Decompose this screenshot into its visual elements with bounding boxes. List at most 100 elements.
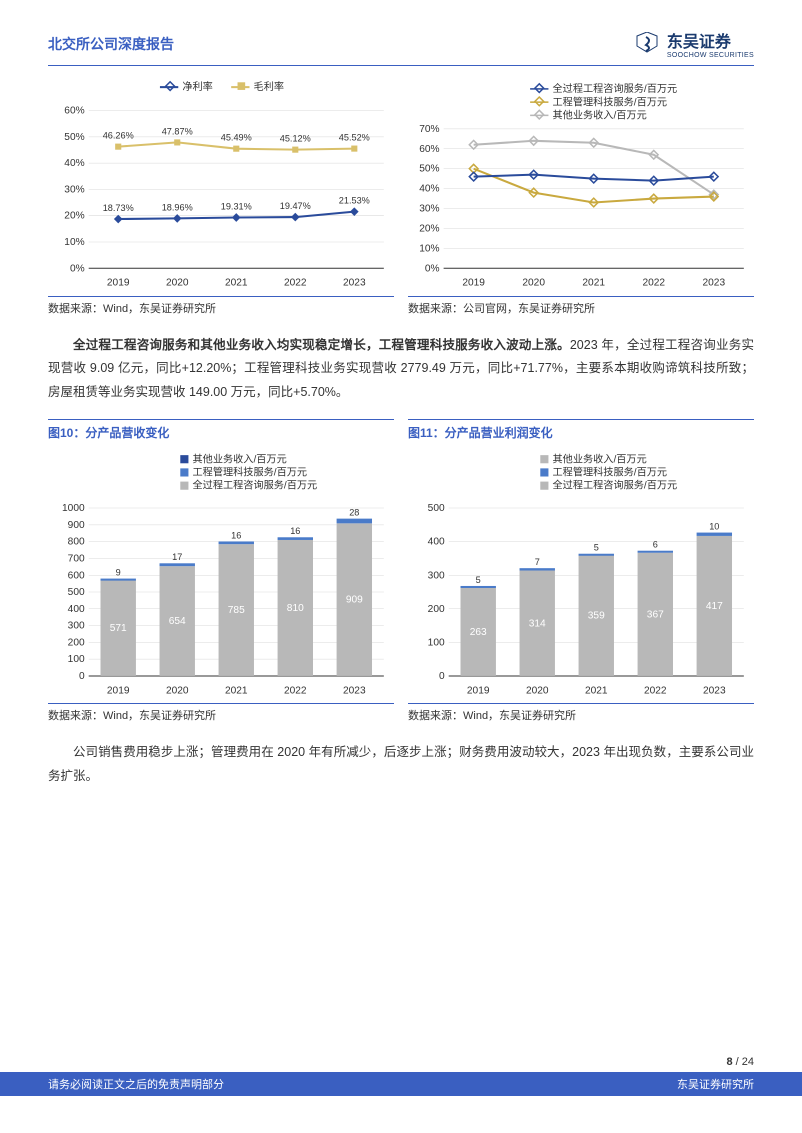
logo-text-cn: 东吴证券 [667,28,754,52]
svg-text:400: 400 [68,604,85,615]
chart-segment-margins: 全过程工程咨询服务/百万元工程管理科技服务/百万元其他业务收入/百万元 0% 10%… [408,80,754,294]
svg-text:2019: 2019 [462,278,485,289]
svg-text:17: 17 [172,552,182,562]
svg-text:2023: 2023 [703,685,726,696]
svg-text:全过程工程咨询服务/百万元: 全过程工程咨询服务/百万元 [553,479,678,492]
svg-text:2021: 2021 [225,278,248,289]
svg-text:263: 263 [470,627,487,638]
svg-text:2019: 2019 [107,685,130,696]
svg-text:工程管理科技服务/百万元: 工程管理科技服务/百万元 [193,465,308,478]
svg-text:417: 417 [706,601,723,612]
chart-profit-by-product: 其他业务收入/百万元工程管理科技服务/百万元全过程工程咨询服务/百万元01002… [408,447,754,701]
svg-text:909: 909 [346,595,363,606]
svg-text:70%: 70% [419,124,439,135]
svg-text:其他业务收入/百万元: 其他业务收入/百万元 [553,109,647,122]
svg-text:2021: 2021 [225,685,248,696]
svg-text:1000: 1000 [62,503,85,514]
svg-text:7: 7 [535,557,540,567]
svg-text:45.12%: 45.12% [280,134,311,144]
svg-text:800: 800 [68,537,85,548]
svg-text:0: 0 [439,671,445,682]
svg-text:净利率: 净利率 [182,80,212,93]
svg-text:60%: 60% [64,106,84,117]
svg-text:10: 10 [709,521,719,531]
svg-text:30%: 30% [64,184,84,195]
svg-text:2021: 2021 [585,685,608,696]
svg-text:18.73%: 18.73% [103,203,134,213]
svg-text:359: 359 [588,611,605,622]
svg-text:200: 200 [428,604,445,615]
svg-text:2022: 2022 [284,278,307,289]
chart2-source: 数据来源：公司官网，东吴证券研究所 [408,296,754,316]
svg-text:500: 500 [428,503,445,514]
svg-text:300: 300 [428,570,445,581]
svg-text:21.53%: 21.53% [339,196,370,206]
svg-text:2022: 2022 [644,685,667,696]
svg-text:314: 314 [529,618,546,629]
header-title: 北交所公司深度报告 [48,34,174,54]
svg-text:810: 810 [287,603,304,614]
page-footer: 8 / 24 请务必阅读正文之后的免责声明部分 东吴证券研究所 [0,1056,802,1096]
logo-text-en: SOOCHOW SECURITIES [667,52,754,59]
page-header: 北交所公司深度报告 东吴证券 SOOCHOW SECURITIES [48,28,754,66]
svg-text:2023: 2023 [703,278,726,289]
svg-text:19.31%: 19.31% [221,201,252,211]
svg-text:400: 400 [428,537,445,548]
svg-text:785: 785 [228,605,245,616]
svg-text:其他业务收入/百万元: 其他业务收入/百万元 [193,452,287,465]
svg-text:2023: 2023 [343,685,366,696]
company-logo: 东吴证券 SOOCHOW SECURITIES [633,28,754,59]
svg-text:50%: 50% [64,132,84,143]
svg-text:0%: 0% [425,263,440,274]
svg-text:47.87%: 47.87% [162,126,193,136]
svg-text:5: 5 [476,575,481,585]
chart3-source: 数据来源：Wind，东吴证券研究所 [48,703,394,723]
paragraph-2: 公司销售费用稳步上涨；管理费用在 2020 年有所减少，后逐步上涨；财务费用波动… [48,741,754,789]
svg-text:10%: 10% [64,237,84,248]
disclaimer-text: 请务必阅读正文之后的免责声明部分 [48,1076,224,1092]
svg-text:45.49%: 45.49% [221,133,252,143]
svg-text:30%: 30% [419,204,439,215]
svg-text:300: 300 [68,621,85,632]
footer-company: 东吴证券研究所 [677,1076,754,1092]
svg-text:0%: 0% [70,263,85,274]
logo-icon [633,32,661,56]
svg-text:100: 100 [428,637,445,648]
svg-text:20%: 20% [419,223,439,234]
svg-text:2023: 2023 [343,278,366,289]
page-number: 8 / 24 [0,1056,802,1068]
chart-revenue-by-product: 其他业务收入/百万元工程管理科技服务/百万元全过程工程咨询服务/百万元01002… [48,447,394,701]
svg-text:18.96%: 18.96% [162,202,193,212]
chart1-source: 数据来源：Wind，东吴证券研究所 [48,296,394,316]
svg-text:16: 16 [231,530,241,540]
svg-text:0: 0 [79,671,85,682]
svg-text:2020: 2020 [166,278,189,289]
svg-text:2020: 2020 [522,278,545,289]
svg-text:654: 654 [169,616,186,627]
svg-text:28: 28 [349,508,359,518]
svg-text:其他业务收入/百万元: 其他业务收入/百万元 [553,452,647,465]
svg-text:600: 600 [68,570,85,581]
svg-text:500: 500 [68,587,85,598]
svg-text:20%: 20% [64,211,84,222]
fig11-title: 图11：分产品营业利润变化 [408,419,754,441]
paragraph-1: 全过程工程咨询服务和其他业务收入均实现稳定增长，工程管理科技服务收入波动上涨。2… [48,334,754,405]
svg-text:700: 700 [68,553,85,564]
svg-text:2020: 2020 [166,685,189,696]
svg-text:40%: 40% [419,184,439,195]
svg-text:200: 200 [68,637,85,648]
svg-text:2019: 2019 [467,685,490,696]
fig10-title: 图10：分产品营收变化 [48,419,394,441]
svg-text:工程管理科技服务/百万元: 工程管理科技服务/百万元 [553,95,668,108]
svg-text:100: 100 [68,654,85,665]
chart4-source: 数据来源：Wind，东吴证券研究所 [408,703,754,723]
svg-text:9: 9 [116,567,121,577]
svg-text:2022: 2022 [642,278,665,289]
svg-text:40%: 40% [64,158,84,169]
svg-text:16: 16 [290,526,300,536]
svg-text:10%: 10% [419,243,439,254]
chart-margin-rates: 净利率毛利率0%10%20%30%40%50%60%20192020202120… [48,80,394,294]
svg-text:全过程工程咨询服务/百万元: 全过程工程咨询服务/百万元 [553,82,678,95]
svg-text:毛利率: 毛利率 [254,80,284,93]
svg-text:19.47%: 19.47% [280,201,311,211]
